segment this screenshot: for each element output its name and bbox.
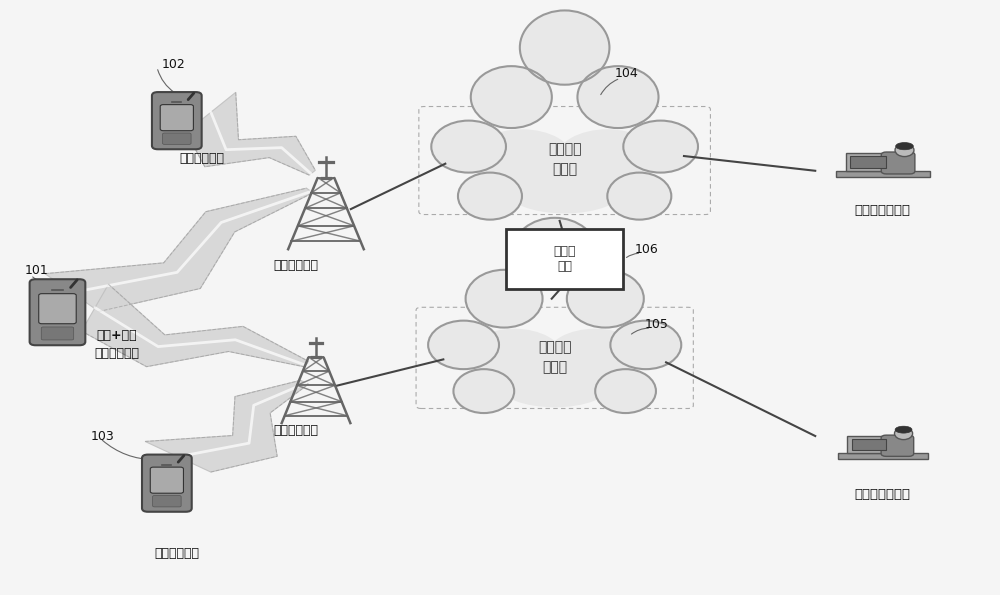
- Ellipse shape: [895, 144, 914, 156]
- Polygon shape: [186, 92, 315, 175]
- Text: 宿窄带: 宿窄带: [553, 245, 576, 258]
- Text: 102: 102: [162, 58, 186, 71]
- Text: 宿带集群基站: 宿带集群基站: [274, 259, 319, 271]
- Ellipse shape: [453, 369, 514, 413]
- Text: 104: 104: [614, 67, 638, 80]
- Ellipse shape: [607, 173, 671, 220]
- Ellipse shape: [428, 321, 499, 369]
- Text: 核心网: 核心网: [552, 162, 577, 176]
- Ellipse shape: [547, 328, 644, 384]
- FancyBboxPatch shape: [30, 279, 85, 345]
- Text: 105: 105: [644, 318, 668, 331]
- Ellipse shape: [610, 321, 681, 369]
- FancyBboxPatch shape: [41, 327, 74, 340]
- Text: 核心网: 核心网: [542, 360, 567, 374]
- Ellipse shape: [431, 121, 506, 173]
- Ellipse shape: [506, 167, 623, 214]
- FancyBboxPatch shape: [881, 152, 915, 174]
- Polygon shape: [850, 156, 886, 168]
- Ellipse shape: [512, 218, 597, 287]
- Text: 窄带+宿带: 窄带+宿带: [97, 329, 137, 342]
- Ellipse shape: [895, 426, 912, 433]
- Polygon shape: [852, 439, 886, 450]
- Ellipse shape: [458, 173, 522, 220]
- Ellipse shape: [499, 364, 610, 408]
- Ellipse shape: [471, 66, 552, 128]
- Ellipse shape: [556, 129, 659, 189]
- Polygon shape: [45, 188, 313, 312]
- Ellipse shape: [520, 11, 609, 84]
- Polygon shape: [836, 171, 930, 177]
- Text: 101: 101: [25, 264, 48, 277]
- Ellipse shape: [623, 121, 698, 173]
- Text: 窄带集群调度台: 窄带集群调度台: [855, 488, 911, 502]
- Text: 集群双模终端: 集群双模终端: [95, 347, 140, 360]
- Text: 106: 106: [634, 243, 658, 256]
- Ellipse shape: [567, 270, 644, 328]
- Text: 窄带集群基站: 窄带集群基站: [274, 424, 319, 437]
- Polygon shape: [145, 380, 308, 472]
- FancyBboxPatch shape: [153, 496, 181, 507]
- FancyBboxPatch shape: [163, 133, 191, 145]
- Polygon shape: [82, 284, 308, 367]
- Polygon shape: [846, 153, 890, 171]
- FancyBboxPatch shape: [506, 228, 623, 289]
- FancyBboxPatch shape: [160, 105, 193, 131]
- FancyBboxPatch shape: [39, 294, 76, 324]
- Ellipse shape: [595, 369, 656, 413]
- Polygon shape: [838, 453, 928, 459]
- Text: 网关: 网关: [557, 261, 572, 273]
- Polygon shape: [847, 436, 889, 453]
- Ellipse shape: [466, 270, 543, 328]
- Text: 宿带集群终端: 宿带集群终端: [179, 152, 224, 165]
- Ellipse shape: [471, 129, 573, 189]
- Ellipse shape: [896, 143, 913, 150]
- Text: 窄带集群终端: 窄带集群终端: [154, 547, 199, 560]
- Ellipse shape: [466, 328, 563, 384]
- FancyBboxPatch shape: [142, 455, 192, 512]
- FancyBboxPatch shape: [150, 467, 183, 493]
- FancyBboxPatch shape: [152, 92, 202, 149]
- Text: 窄带集群: 窄带集群: [538, 340, 571, 355]
- Text: 宿带集群: 宿带集群: [548, 142, 581, 156]
- Text: 103: 103: [90, 430, 114, 443]
- Text: 宿带集群调度台: 宿带集群调度台: [855, 203, 911, 217]
- Ellipse shape: [894, 427, 913, 440]
- FancyBboxPatch shape: [881, 435, 914, 456]
- Ellipse shape: [577, 66, 659, 128]
